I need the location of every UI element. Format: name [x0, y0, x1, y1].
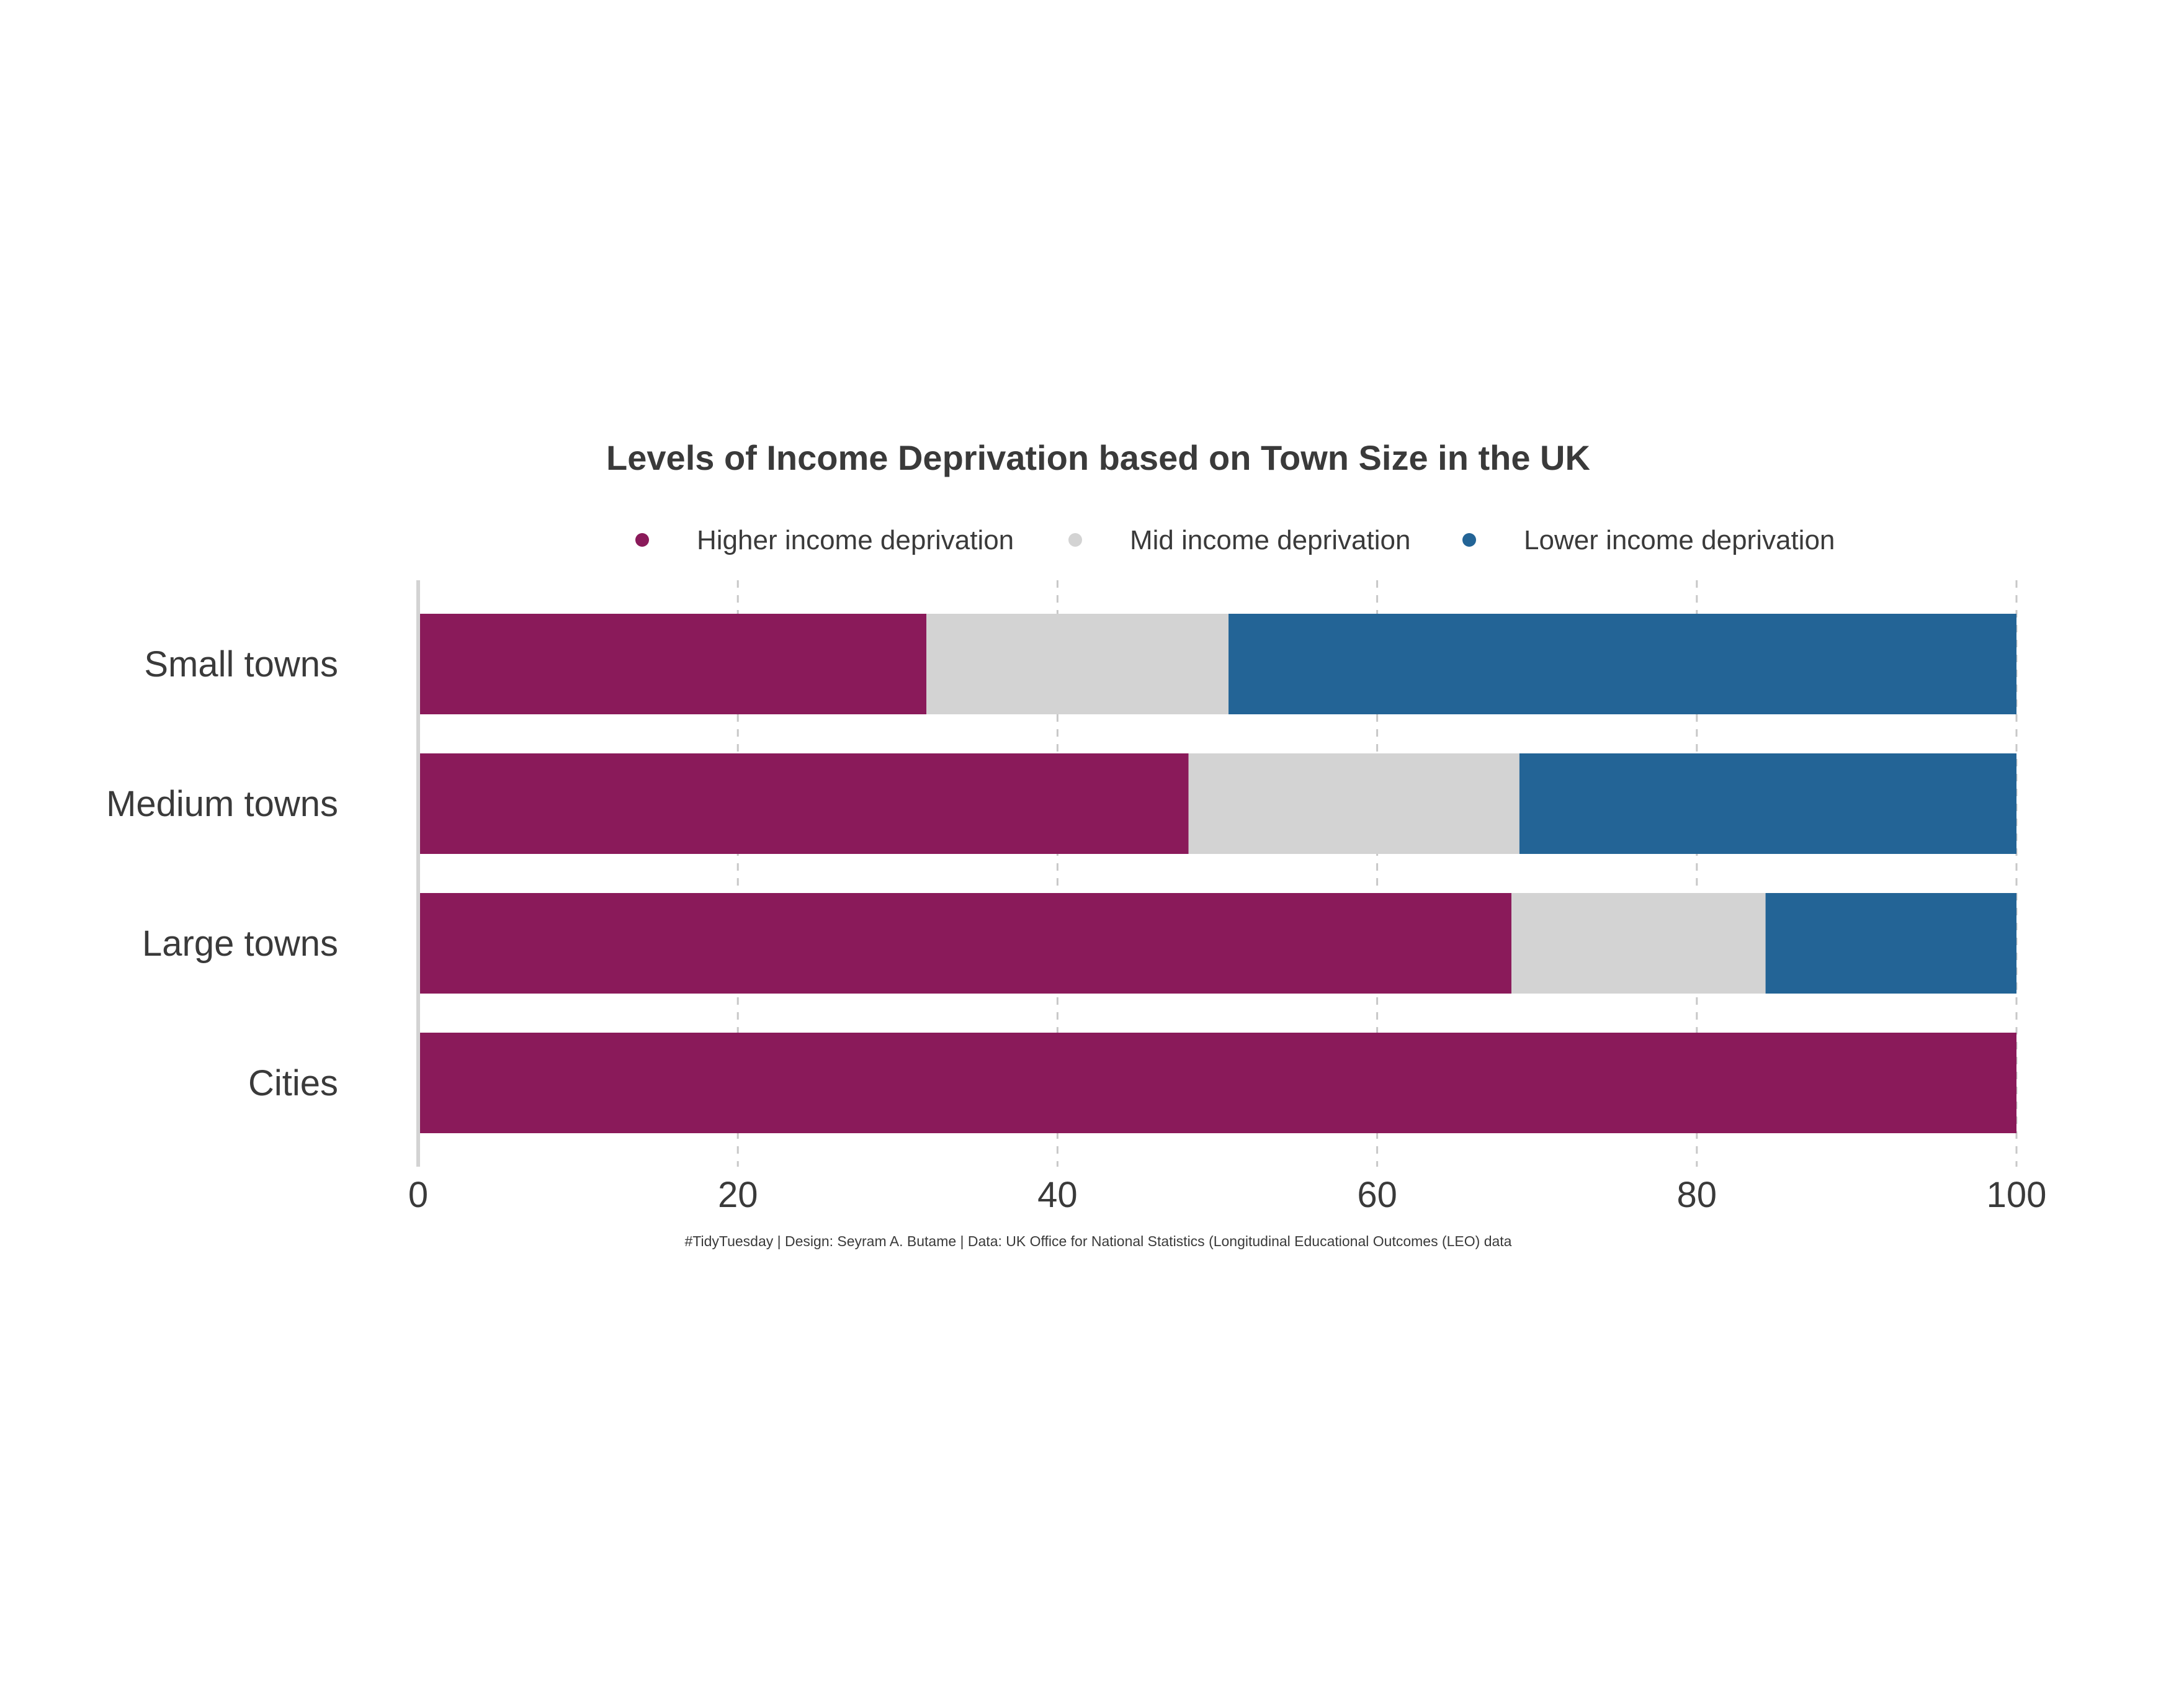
x-tick-labels: 0 20 40 60 80 100 — [408, 1175, 2047, 1215]
chart-caption: #TidyTuesday | Design: Seyram A. Butame … — [685, 1233, 1512, 1249]
legend-swatch-2 — [1068, 533, 1082, 547]
x-tick-label: 0 — [408, 1175, 428, 1215]
legend-label-3: Lower income deprivation — [1524, 525, 1835, 555]
x-tick-label: 20 — [718, 1175, 758, 1215]
category-label: Medium towns — [106, 784, 338, 824]
chart-title: Levels of Income Deprivation based on To… — [606, 438, 1590, 477]
bar-large-towns-series-3 — [1765, 893, 2016, 994]
bar-small-towns-series-2 — [926, 614, 1229, 714]
x-tick-label: 40 — [1037, 1175, 1078, 1215]
x-tick-label: 80 — [1677, 1175, 1717, 1215]
category-label: Cities — [248, 1063, 338, 1103]
legend-swatch-3 — [1462, 533, 1476, 547]
legend-swatch-1 — [635, 533, 649, 547]
category-label: Small towns — [144, 644, 338, 685]
legend: Higher income deprivation Mid income depr… — [635, 525, 1835, 555]
bar-cities-series-1 — [418, 1033, 2016, 1133]
category-labels: Small towns Medium towns Large towns Cities — [106, 644, 338, 1103]
bar-medium-towns-series-1 — [418, 753, 1189, 854]
x-tick-label: 100 — [1987, 1175, 2047, 1215]
bar-small-towns-series-3 — [1228, 614, 2016, 714]
legend-label-2: Mid income deprivation — [1130, 525, 1410, 555]
bar-large-towns-series-2 — [1511, 893, 1766, 994]
x-tick-label: 60 — [1357, 1175, 1397, 1215]
bar-large-towns-series-1 — [418, 893, 1511, 994]
category-label: Large towns — [142, 923, 338, 964]
bar-medium-towns-series-2 — [1188, 753, 1519, 854]
legend-label-1: Higher income deprivation — [697, 525, 1014, 555]
bars — [418, 614, 2016, 1133]
bar-small-towns-series-1 — [418, 614, 927, 714]
bar-medium-towns-series-3 — [1519, 753, 2016, 854]
